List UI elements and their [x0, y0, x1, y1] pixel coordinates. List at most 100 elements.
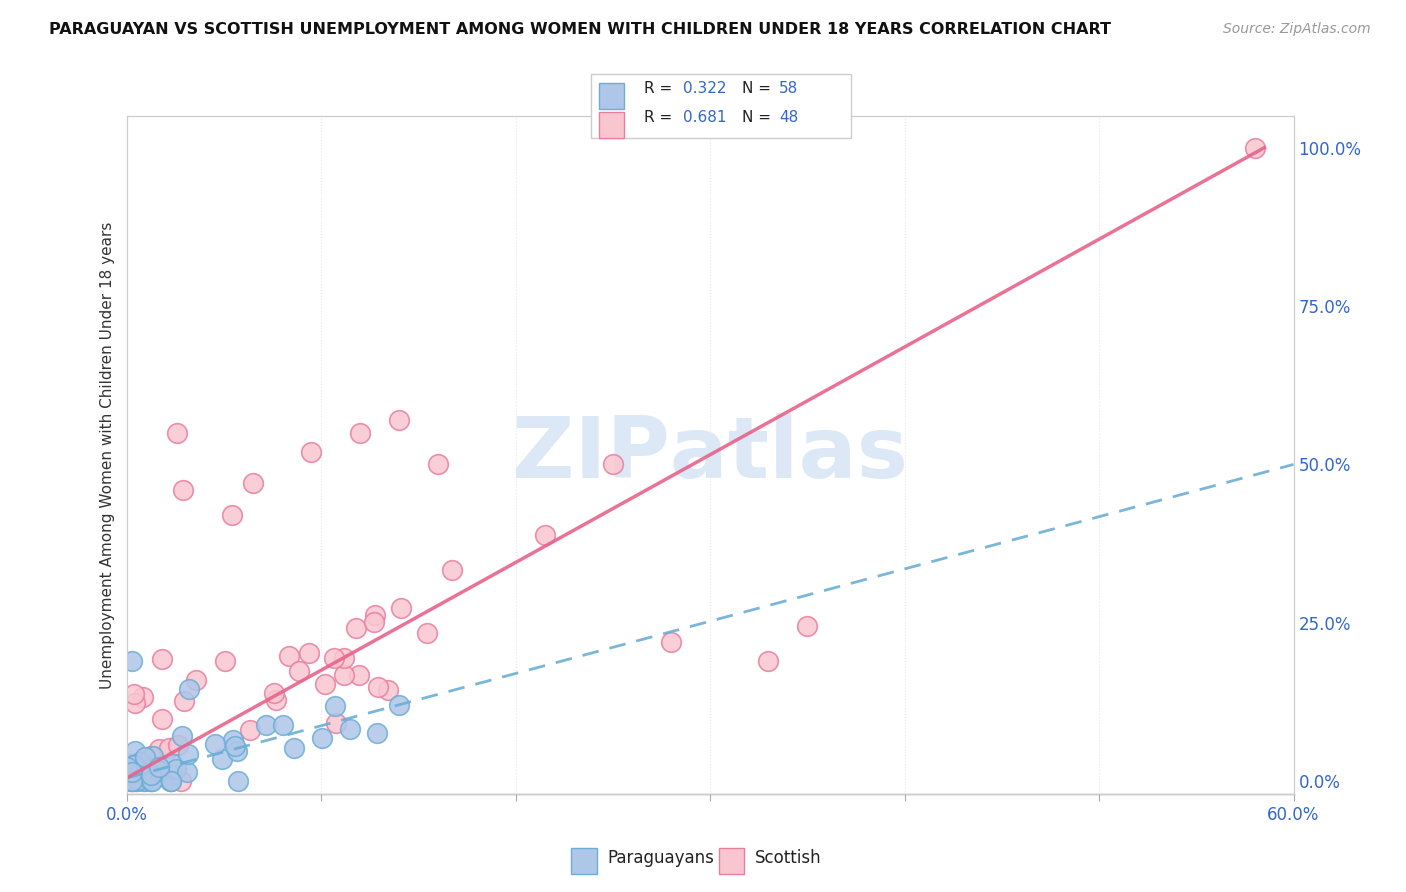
- Point: [124, 744, 146, 758]
- Point: [115, 760, 138, 774]
- Point: [659, 635, 682, 649]
- Point: [254, 718, 277, 732]
- Point: [122, 758, 145, 772]
- Point: [159, 774, 181, 789]
- Point: [166, 425, 188, 440]
- Text: 58: 58: [779, 81, 799, 96]
- Point: [139, 768, 162, 782]
- Point: [125, 774, 148, 789]
- Point: [170, 774, 193, 789]
- Point: [389, 601, 412, 615]
- Point: [120, 774, 142, 789]
- Point: [314, 676, 336, 690]
- Point: [796, 619, 818, 633]
- Point: [333, 668, 356, 682]
- Text: PARAGUAYAN VS SCOTTISH UNEMPLOYMENT AMONG WOMEN WITH CHILDREN UNDER 18 YEARS COR: PARAGUAYAN VS SCOTTISH UNEMPLOYMENT AMON…: [49, 22, 1111, 37]
- Point: [239, 723, 262, 737]
- Point: [364, 608, 387, 623]
- Text: N =: N =: [742, 110, 776, 125]
- Point: [122, 758, 145, 772]
- Text: 0.681: 0.681: [683, 110, 727, 125]
- Point: [139, 763, 162, 777]
- Point: [148, 742, 170, 756]
- Point: [177, 747, 200, 762]
- Point: [135, 756, 157, 770]
- Text: 48: 48: [779, 110, 799, 125]
- Point: [173, 694, 195, 708]
- Text: Paraguayans: Paraguayans: [607, 848, 714, 866]
- Point: [129, 764, 152, 779]
- Point: [278, 649, 301, 664]
- Point: [347, 668, 370, 682]
- Point: [120, 763, 142, 777]
- Point: [242, 476, 264, 491]
- Point: [388, 698, 411, 712]
- Point: [128, 755, 150, 769]
- Point: [323, 698, 346, 713]
- Point: [367, 680, 389, 694]
- Point: [153, 764, 176, 778]
- Point: [127, 760, 149, 774]
- Point: [148, 764, 170, 779]
- Point: [118, 756, 141, 771]
- Point: [204, 737, 226, 751]
- Point: [139, 749, 162, 764]
- Point: [323, 651, 346, 665]
- Point: [121, 768, 143, 782]
- Point: [160, 774, 183, 789]
- Point: [184, 673, 207, 688]
- Point: [121, 774, 143, 789]
- Point: [159, 774, 181, 789]
- Point: [224, 739, 246, 753]
- Point: [162, 756, 184, 771]
- Point: [141, 774, 163, 789]
- Text: R =: R =: [644, 110, 678, 125]
- Point: [122, 687, 145, 701]
- Point: [117, 758, 139, 772]
- Point: [756, 654, 779, 668]
- Point: [299, 444, 322, 458]
- Point: [426, 458, 449, 472]
- Point: [139, 761, 162, 775]
- Point: [141, 758, 163, 772]
- Point: [222, 732, 245, 747]
- Point: [132, 690, 155, 704]
- Point: [117, 759, 139, 773]
- Point: [170, 729, 193, 743]
- Point: [124, 697, 146, 711]
- Point: [165, 762, 187, 776]
- Text: 0.322: 0.322: [683, 81, 727, 96]
- Point: [115, 772, 138, 787]
- Point: [298, 646, 321, 660]
- Point: [176, 764, 198, 779]
- Point: [344, 621, 367, 635]
- Point: [148, 760, 170, 774]
- Text: N =: N =: [742, 81, 776, 96]
- Point: [157, 741, 180, 756]
- Y-axis label: Unemployment Among Women with Children Under 18 years: Unemployment Among Women with Children U…: [100, 221, 115, 689]
- Point: [121, 764, 143, 779]
- Point: [534, 527, 557, 541]
- Point: [118, 774, 141, 789]
- Point: [150, 713, 173, 727]
- Point: [166, 738, 188, 752]
- Point: [288, 665, 311, 679]
- Text: R =: R =: [644, 81, 678, 96]
- Point: [366, 725, 388, 739]
- Point: [125, 769, 148, 783]
- Point: [125, 757, 148, 772]
- Point: [263, 686, 285, 700]
- Point: [283, 741, 305, 756]
- Point: [139, 774, 162, 789]
- Point: [162, 768, 184, 782]
- Text: ZIP​atlas: ZIP​atlas: [512, 413, 908, 497]
- Point: [127, 758, 149, 772]
- Point: [132, 774, 155, 789]
- Point: [388, 413, 411, 427]
- Point: [121, 654, 143, 668]
- Point: [333, 650, 356, 665]
- Point: [150, 652, 173, 666]
- Point: [139, 774, 162, 789]
- Point: [134, 774, 156, 789]
- Point: [339, 722, 361, 736]
